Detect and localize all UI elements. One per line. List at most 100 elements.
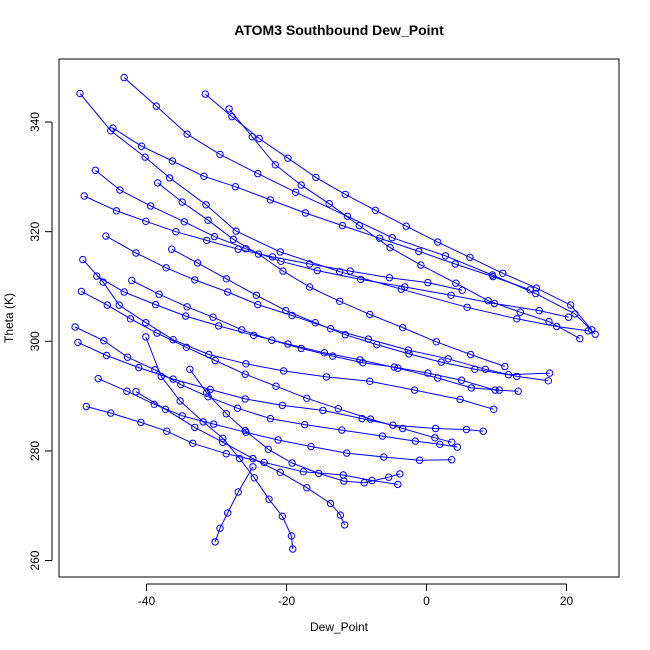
data-point [591,330,599,338]
data-point [366,310,374,319]
data-point [151,300,160,309]
data-point [276,468,284,476]
series-line [171,248,550,376]
data-point [448,456,456,464]
series-1 [120,73,599,338]
data-point [219,434,227,442]
data-point [102,232,110,240]
data-point [311,319,319,327]
data-point [165,174,174,182]
data-point [203,389,211,397]
data-point [453,443,461,451]
data-point [441,252,450,260]
data-point [576,334,584,343]
data-point [388,234,396,242]
data-point [355,221,363,230]
data-point [123,353,132,361]
data-point [242,428,250,436]
data-point [201,90,210,98]
data-point [209,313,217,321]
data-point [222,410,231,418]
data-point [268,336,276,344]
data-point [274,436,282,444]
data-point [535,306,543,315]
series-7 [71,323,461,451]
data-point [204,216,212,224]
data-point [411,437,419,445]
data-point [343,449,351,457]
data-point [234,245,242,253]
data-point [248,133,256,141]
data-point [444,355,452,363]
data-point [216,524,224,532]
data-point [501,362,509,371]
data-point [499,269,507,277]
data-point [394,480,402,489]
data-point [386,243,394,252]
x-tick-label: -20 [278,594,296,608]
data-point [254,169,262,178]
data-point [150,400,158,408]
series-6 [102,232,552,385]
data-point [229,235,238,244]
data-point [233,404,242,412]
data-point [346,267,354,275]
data-point [462,425,471,434]
data-point [279,267,287,275]
data-point [399,424,407,433]
data-point [103,301,112,309]
data-point [340,521,349,529]
data-point [458,286,466,294]
data-point [479,427,487,435]
data-point [154,179,162,187]
data-point [457,376,466,384]
data-point [211,356,219,365]
data-point [289,545,297,553]
data-point [553,322,561,331]
data-point [228,112,236,121]
series-line [83,195,463,291]
data-point [161,405,170,413]
data-point [100,337,108,345]
data-point [216,150,224,159]
data-point [172,228,180,236]
data-point [371,206,380,215]
data-point [336,297,344,305]
data-point [291,188,300,196]
data-point [142,319,150,327]
data-point [375,234,384,242]
data-point [168,245,176,253]
data-point [74,338,82,347]
series-line [97,378,452,461]
x-axis-label: Dew_Point [310,620,369,634]
data-point [284,154,292,162]
data-point [343,212,352,221]
y-axis-label: Theta (K) [2,293,16,343]
data-point [102,351,111,360]
data-point [266,196,275,204]
data-point [182,343,191,351]
data-point [434,238,442,246]
series-18 [211,463,257,546]
y-tick-label: 320 [28,221,42,241]
data-point [301,209,310,217]
data-point [141,153,149,161]
series-19 [168,245,554,379]
data-point [340,477,348,485]
data-point [235,454,244,463]
series-line [82,259,494,410]
data-point [341,331,349,339]
data-point [109,124,117,132]
data-point [204,393,212,401]
series-line [96,275,500,391]
data-point [169,375,177,383]
data-point [299,468,307,476]
series-line [145,336,294,550]
series-0 [76,89,592,335]
chart-title: ATOM3 Southbound Dew_Point [234,22,444,38]
data-point [297,181,305,189]
data-point [471,365,479,373]
data-point [186,365,194,373]
data-point [142,333,150,341]
y-tick-label: 340 [28,112,42,132]
